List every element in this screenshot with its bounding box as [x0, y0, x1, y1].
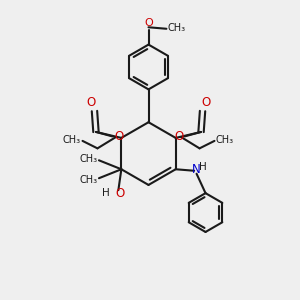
Text: O: O	[116, 187, 124, 200]
Text: O: O	[114, 130, 123, 143]
Text: H: H	[199, 162, 207, 172]
Text: O: O	[174, 130, 183, 143]
Text: CH₃: CH₃	[79, 154, 98, 164]
Text: N: N	[192, 163, 201, 176]
Text: O: O	[144, 18, 153, 28]
Text: O: O	[87, 96, 96, 109]
Text: H: H	[102, 188, 110, 198]
Text: CH₃: CH₃	[216, 135, 234, 145]
Text: CH₃: CH₃	[63, 135, 81, 145]
Text: CH₃: CH₃	[79, 175, 98, 185]
Text: O: O	[201, 96, 210, 109]
Text: CH₃: CH₃	[168, 23, 186, 33]
